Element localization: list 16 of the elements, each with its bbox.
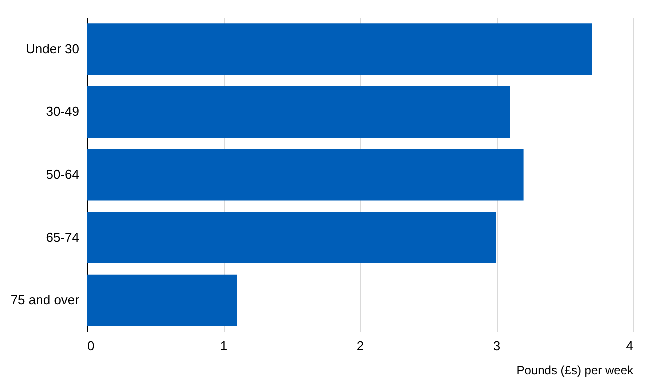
bar [87,212,496,264]
bar [87,86,510,138]
y-tick-label: 75 and over [10,292,80,308]
y-tick-label: Under 30 [26,41,80,56]
y-tick-label: 30-49 [46,104,80,120]
bar [87,274,238,326]
x-tick-label: 4 [626,338,634,354]
y-tick-label: 50-64 [46,167,80,182]
bar [87,149,524,201]
x-tick-label: 2 [356,338,364,354]
x-tick-label: 3 [493,338,501,354]
bar [87,24,592,76]
x-axis-title: Pounds (£s) per week [516,364,634,378]
x-tick-label: 1 [220,338,228,354]
y-tick-label: 65-74 [46,230,80,245]
x-tick-label: 0 [88,338,95,354]
